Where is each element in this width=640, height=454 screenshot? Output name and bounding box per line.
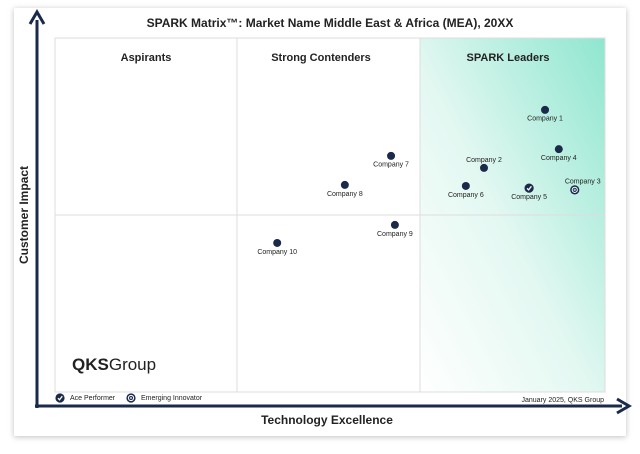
- chart-title: SPARK Matrix™: Market Name Middle East &…: [147, 16, 514, 30]
- point-label: Company 3: [565, 179, 601, 186]
- point-label: Company 4: [541, 155, 577, 162]
- legend-label: Ace Performer: [70, 395, 116, 402]
- marker: [524, 183, 534, 193]
- legend-label: Emerging Innovator: [141, 395, 203, 402]
- point-label: Company 2: [466, 157, 502, 164]
- y-axis-label: Customer Impact: [17, 166, 31, 264]
- marker-core: [573, 188, 576, 192]
- marker-core: [129, 396, 133, 400]
- logo-part: QKS: [72, 355, 109, 374]
- marker: [340, 180, 349, 189]
- point-label: Company 10: [257, 249, 297, 256]
- marker: [480, 163, 488, 172]
- marker-check: [526, 185, 532, 191]
- logo: QKSGroup: [72, 355, 156, 374]
- arrow-head: [28, 9, 46, 25]
- quadrant-label: Strong Contenders: [271, 52, 371, 64]
- marker: [554, 145, 563, 154]
- marker: [541, 105, 550, 114]
- quadrant-label: SPARK Leaders: [467, 52, 550, 64]
- marker: [273, 238, 282, 247]
- x-axis-label: Technology Excellence: [261, 413, 393, 427]
- marker: [461, 181, 470, 190]
- marker-ring: [127, 394, 135, 402]
- footnote: January 2025, QKS Group: [522, 397, 605, 404]
- quadrant-label: Aspirants: [121, 52, 172, 64]
- marker-check: [57, 395, 63, 401]
- point-label: Company 1: [527, 116, 563, 123]
- marker: [387, 151, 396, 160]
- point-label: Company 9: [377, 231, 413, 238]
- logo-part: Group: [109, 355, 156, 374]
- point-label: Company 5: [511, 194, 547, 201]
- point-label: Company 8: [327, 191, 363, 198]
- marker: [55, 393, 65, 403]
- marker: [390, 220, 399, 229]
- arrow-head: [616, 397, 632, 415]
- marker-ring: [571, 186, 578, 193]
- point-label: Company 7: [373, 162, 409, 169]
- point-label: Company 6: [448, 192, 484, 199]
